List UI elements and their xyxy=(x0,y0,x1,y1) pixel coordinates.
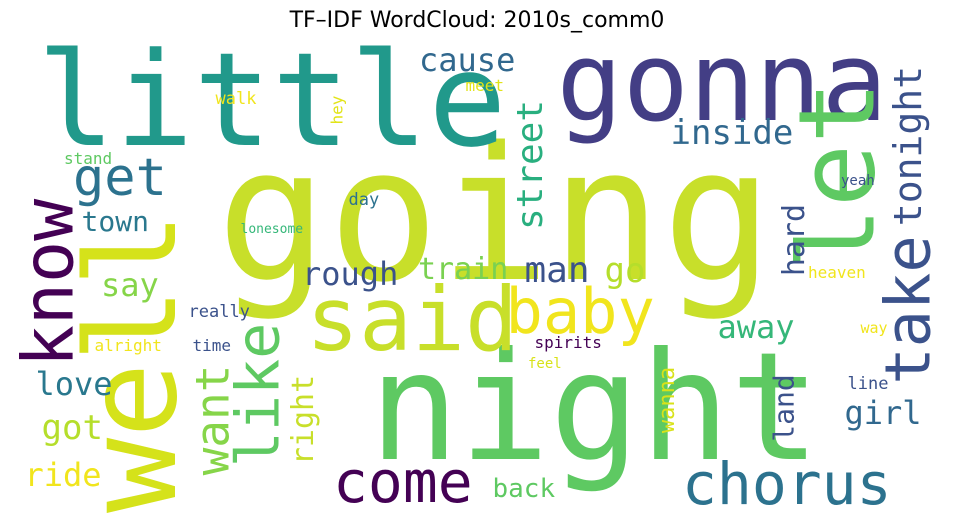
word-stand: stand xyxy=(64,149,113,168)
word-girl: girl xyxy=(844,394,922,432)
word-hard: hard xyxy=(777,203,813,277)
word-take: take xyxy=(871,235,940,385)
word-cause: cause xyxy=(419,41,516,79)
word-got: got xyxy=(41,408,103,448)
word-little: little xyxy=(37,40,507,176)
word-wanna: wanna xyxy=(655,366,681,434)
word-heaven: heaven xyxy=(808,263,866,282)
word-away: away xyxy=(717,308,795,346)
word-ride: ride xyxy=(24,456,102,494)
word-come: come xyxy=(333,448,473,516)
word-rough: rough xyxy=(302,255,399,293)
word-spirits: spirits xyxy=(534,333,602,352)
word-chorus: chorus xyxy=(682,450,892,518)
word-land: land xyxy=(767,374,801,442)
word-meet: meet xyxy=(465,76,505,95)
word-walk: walk xyxy=(215,88,257,109)
word-want: want xyxy=(184,364,239,476)
word-gonna: gonna xyxy=(556,40,888,146)
word-back: back xyxy=(492,474,556,504)
word-inside: inside xyxy=(670,113,794,153)
word-right: right xyxy=(286,374,322,466)
word-baby: baby xyxy=(505,275,655,348)
word-know: know xyxy=(18,198,89,368)
word-tonight: tonight xyxy=(886,65,931,227)
figure-title: TF–IDF WordCloud: 2010s_comm0 xyxy=(289,8,665,33)
word-time: time xyxy=(192,336,232,355)
word-really: really xyxy=(188,301,250,322)
word-going: going xyxy=(216,106,774,323)
word-line: line xyxy=(847,373,889,394)
word-way: way xyxy=(860,318,888,337)
word-hey: hey xyxy=(326,95,346,125)
word-train: train xyxy=(418,252,509,287)
word-cloud: going night little gonna well let said k… xyxy=(18,40,940,518)
word-say: say xyxy=(101,266,159,304)
word-love: love xyxy=(35,365,113,403)
word-town: town xyxy=(81,205,149,238)
word-man: man xyxy=(524,250,590,291)
word-said: said xyxy=(306,268,518,371)
word-street: street xyxy=(510,99,552,231)
word-get: get xyxy=(73,148,167,208)
word-feel: feel xyxy=(528,356,562,372)
word-go: go xyxy=(604,251,646,291)
word-night: night xyxy=(369,321,821,495)
word-lonesome: lonesome xyxy=(240,221,304,237)
word-alright: alright xyxy=(94,336,162,355)
word-day: day xyxy=(348,189,380,210)
word-yeah: yeah xyxy=(841,173,875,189)
